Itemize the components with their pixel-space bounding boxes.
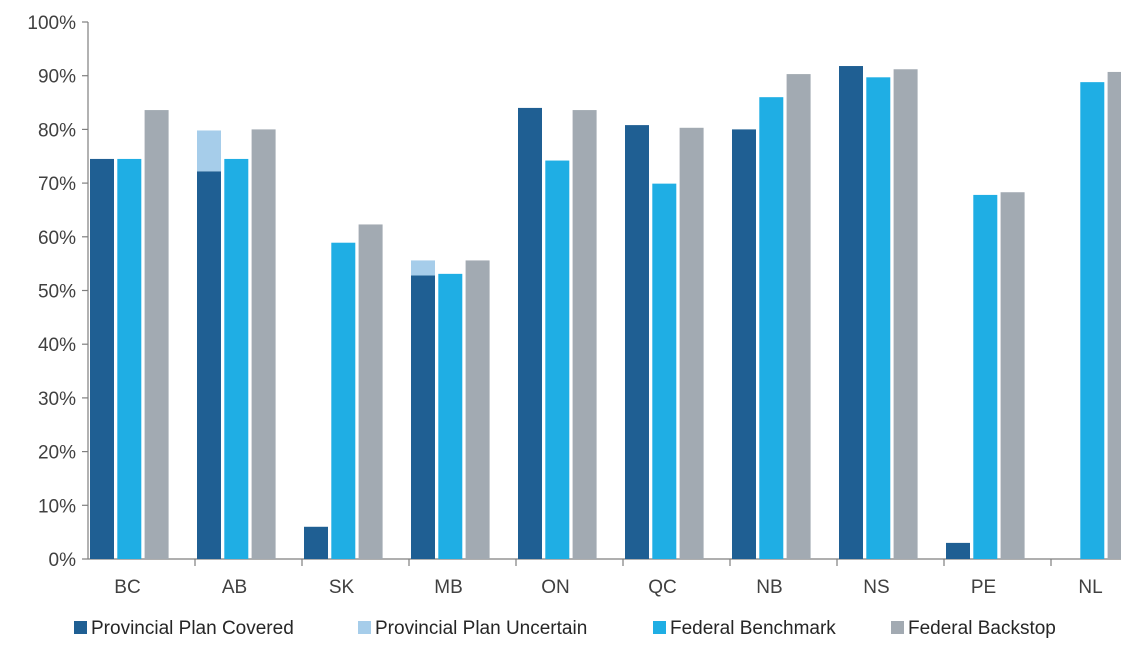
legend-swatch <box>358 621 371 634</box>
x-tick-label: AB <box>222 577 247 598</box>
y-tick-label: 40% <box>38 335 76 356</box>
bar-provincial-plan-covered <box>839 66 863 559</box>
bar-federal-benchmark <box>1080 82 1105 560</box>
bar-federal-backstop <box>679 127 704 559</box>
bar-federal-backstop <box>786 74 811 560</box>
bar-federal-benchmark <box>117 158 142 559</box>
legend-swatch <box>653 621 666 634</box>
bar-federal-benchmark <box>759 97 784 560</box>
bar-federal-backstop <box>1000 192 1025 559</box>
bar-provincial-plan-covered <box>732 129 756 559</box>
x-tick-label: PE <box>971 577 996 598</box>
y-tick-label: 50% <box>38 282 76 303</box>
bar-provincial-plan-covered <box>518 107 542 560</box>
bar-federal-backstop <box>572 110 597 560</box>
bar-federal-benchmark <box>331 242 356 559</box>
y-tick-label: 0% <box>49 550 77 571</box>
x-tick-label: QC <box>648 577 677 598</box>
x-tick-label: MB <box>434 577 463 598</box>
bar-federal-benchmark <box>866 77 891 559</box>
y-tick-label: 80% <box>38 120 76 141</box>
x-tick-label: NL <box>1078 577 1102 598</box>
legend-swatch <box>74 621 87 634</box>
bar-federal-benchmark <box>652 183 677 559</box>
legend-label: Provincial Plan Covered <box>91 618 294 639</box>
bar-provincial-plan-covered <box>90 158 114 559</box>
bar-provincial-plan-covered <box>946 542 970 559</box>
legend-label: Federal Backstop <box>908 618 1056 639</box>
bar-federal-backstop <box>893 69 918 560</box>
bar-provincial-plan-uncertain <box>197 130 221 172</box>
y-tick-label: 90% <box>38 67 76 88</box>
y-tick-label: 10% <box>38 496 76 517</box>
y-tick-label: 30% <box>38 389 76 410</box>
y-tick-label: 70% <box>38 174 76 195</box>
bar-provincial-plan-covered <box>304 526 328 559</box>
bar-federal-benchmark <box>224 158 249 559</box>
bar-federal-benchmark <box>545 160 570 559</box>
x-tick-label: NS <box>863 577 889 598</box>
bar-provincial-plan-covered <box>411 275 435 559</box>
legend-label: Federal Benchmark <box>670 618 836 639</box>
bar-provincial-plan-uncertain <box>411 260 435 276</box>
bar-federal-backstop <box>465 260 490 559</box>
x-tick-label: NB <box>756 577 782 598</box>
x-tick-label: SK <box>329 577 355 598</box>
bar-federal-benchmark <box>438 273 463 559</box>
legend-swatch <box>891 621 904 634</box>
legend-label: Provincial Plan Uncertain <box>375 618 587 639</box>
bar-federal-backstop <box>1107 71 1121 559</box>
y-tick-label: 20% <box>38 443 76 464</box>
x-tick-label: BC <box>114 577 140 598</box>
x-tick-label: ON <box>541 577 570 598</box>
bar-provincial-plan-covered <box>625 125 649 559</box>
bar-federal-backstop <box>144 110 169 560</box>
bar-federal-backstop <box>251 129 276 559</box>
y-tick-label: 100% <box>27 13 76 34</box>
bar-provincial-plan-covered <box>197 171 221 559</box>
bar-federal-benchmark <box>973 194 998 559</box>
y-tick-label: 60% <box>38 228 76 249</box>
bar-federal-backstop <box>358 224 383 559</box>
